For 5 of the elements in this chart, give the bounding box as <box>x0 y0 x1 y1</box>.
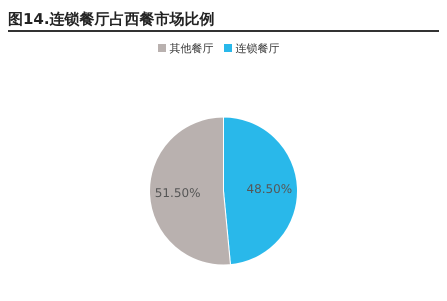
chart-title: 图14.连锁餐厅占西餐市场比例 <box>8 9 216 30</box>
legend-label: 其他餐厅 <box>170 42 214 55</box>
legend-label: 连锁餐厅 <box>236 42 280 55</box>
data-label: 51.50% <box>154 186 201 200</box>
data-label: 48.50% <box>246 182 292 196</box>
